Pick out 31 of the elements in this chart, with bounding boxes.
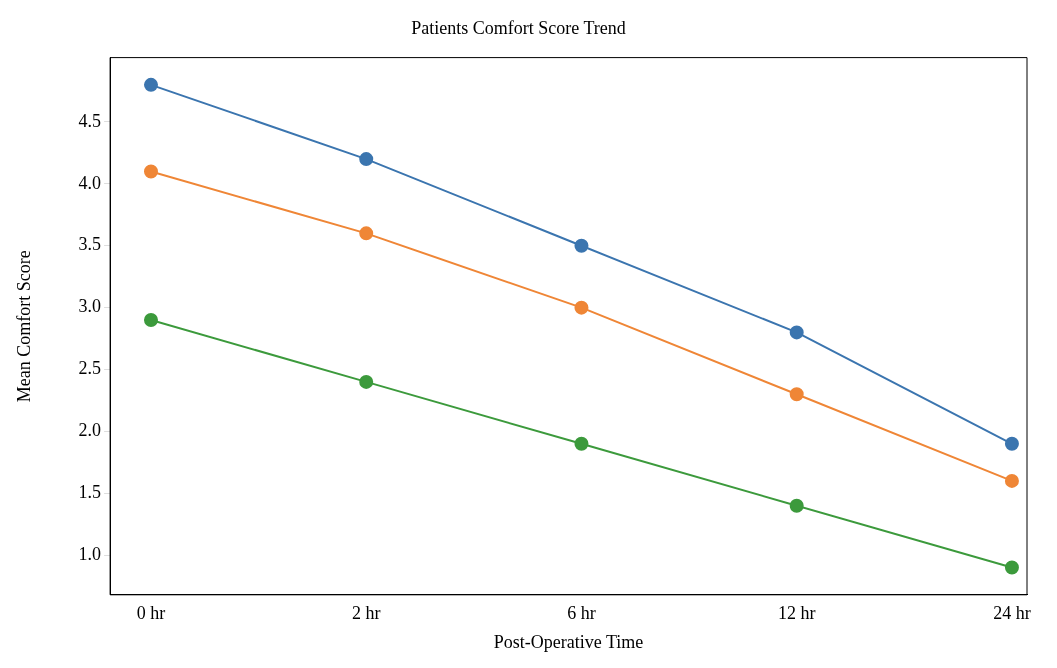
point — [144, 164, 158, 179]
x-tick-label: 2 hr — [351, 603, 381, 624]
point — [1004, 436, 1019, 451]
x-axis-title: Post-Operative Time — [493, 631, 644, 652]
y-axis-title: Mean Comfort Score — [13, 250, 34, 403]
y-tick-label: 4.0 — [78, 172, 102, 193]
y-tick-label: 2.0 — [78, 420, 102, 441]
x-tick-label: 6 hr — [567, 603, 596, 624]
point — [574, 436, 589, 451]
point — [574, 238, 589, 253]
y-tick-label: 3.5 — [78, 234, 102, 255]
point — [574, 300, 589, 315]
chart-title: Patients Comfort Score Trend — [411, 17, 626, 38]
x-tick-label: 12 hr — [777, 603, 816, 624]
x-tick-label: 24 hr — [993, 603, 1031, 624]
point — [144, 77, 158, 92]
y-tick-label: 4.5 — [78, 110, 102, 131]
y-tick-label: 1.5 — [78, 482, 102, 503]
y-tick-label: 1.0 — [78, 543, 102, 564]
point — [359, 374, 374, 389]
point — [359, 152, 374, 167]
point — [1004, 473, 1019, 488]
point — [1004, 560, 1019, 575]
y-tick-label: 3.0 — [78, 296, 102, 317]
point — [789, 498, 804, 513]
y-tick-label: 2.5 — [78, 358, 102, 379]
point — [789, 325, 804, 340]
point — [359, 226, 374, 241]
point — [789, 387, 804, 402]
point — [144, 313, 158, 328]
x-tick-label: 0 hr — [136, 603, 166, 624]
